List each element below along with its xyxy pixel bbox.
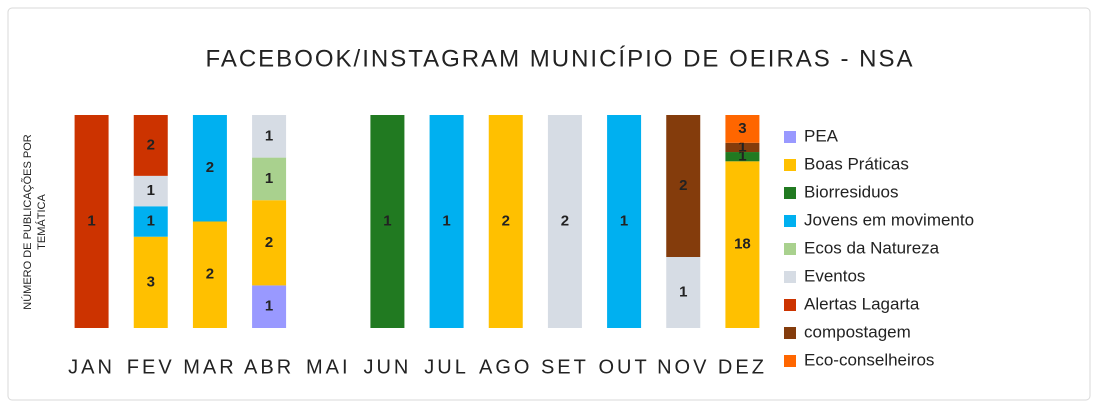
bar-segment [133,206,168,237]
bar-segment [133,236,168,328]
legend-swatch [784,271,796,283]
legend-swatch [784,243,796,255]
legend-swatch [784,355,796,367]
data-label: 2 [206,159,214,176]
bar-segment [725,161,760,328]
data-label: 1 [147,212,155,229]
data-label: 3 [147,273,155,290]
legend-label: Eco-conselheiros [804,350,934,369]
data-label: 1 [442,212,450,229]
bar-segment [370,115,405,328]
legend-swatch [784,159,796,171]
x-tick-label: JUL [424,356,469,378]
y-axis-label: TEMÁTICA [35,194,48,250]
data-label: 2 [679,177,687,194]
bar-segment [547,115,582,328]
bar-segment [252,157,287,201]
bar-segment [725,115,760,143]
data-label: 2 [265,234,273,251]
x-tick-label: AGO [479,356,532,378]
x-tick-label: DEZ [718,356,767,378]
chart-title: FACEBOOK/INSTAGRAM MUNICÍPIO DE OEIRAS -… [206,45,915,72]
x-tick-label: NOV [657,356,709,378]
bar-segment [133,175,168,207]
legend-label: Ecos da Natureza [804,238,940,257]
legend-label: Alertas Lagarta [804,294,920,313]
bar-segment [429,115,464,328]
bar-segment [74,115,109,328]
bar-segment [192,221,227,328]
data-label: 1 [738,138,746,155]
x-tick-label: OUT [598,356,649,378]
bar-segment [133,115,168,176]
legend-swatch [784,187,796,199]
data-label: 1 [87,212,95,229]
data-label: 1 [738,148,746,165]
data-label: 1 [383,212,391,229]
data-label: 2 [561,212,569,229]
legend-swatch [784,327,796,339]
legend-swatch [784,299,796,311]
data-label: 18 [734,236,751,253]
x-tick-label: JUN [363,356,411,378]
bar-segment [725,152,760,162]
bar-segment [725,142,760,153]
bar-segment [252,200,287,286]
bar-segment [488,115,523,328]
data-label: 3 [738,120,746,137]
x-tick-label: ABR [244,356,294,378]
legend-swatch [784,131,796,143]
bar-segment [192,115,227,222]
legend-label: PEA [804,126,839,145]
legend-swatch [784,215,796,227]
bar-segment [666,115,701,257]
legend-label: Boas Práticas [804,154,909,173]
legend-label: Eventos [804,266,865,285]
data-label: 1 [679,283,687,300]
y-axis-label: NÚMERO DE PUBLICAÇÕES POR [21,134,34,309]
data-label: 1 [265,170,273,187]
bar-segment [252,115,287,158]
data-label: 2 [147,136,155,153]
legend-label: compostagem [804,322,911,341]
x-tick-label: MAR [183,356,236,378]
x-tick-label: JAN [68,356,115,378]
data-label: 1 [265,298,273,315]
x-tick-label: FEV [127,356,175,378]
x-tick-label: SET [541,356,589,378]
data-label: 2 [502,212,510,229]
data-label: 1 [620,212,628,229]
legend-label: Biorresiduos [804,182,899,201]
bar-segment [666,257,701,328]
data-label: 1 [147,182,155,199]
data-label: 2 [206,266,214,283]
bar-segment [252,285,287,328]
legend-label: Jovens em movimento [804,210,974,229]
data-label: 1 [265,127,273,144]
bar-segment [607,115,642,328]
x-tick-label: MAI [306,356,351,378]
